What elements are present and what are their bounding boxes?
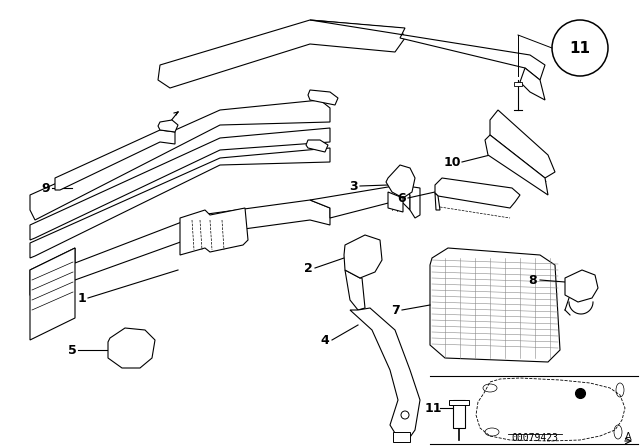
Polygon shape [310,185,410,218]
Polygon shape [435,193,440,210]
Polygon shape [30,248,75,340]
Polygon shape [520,68,545,100]
Text: 7: 7 [390,303,399,316]
Polygon shape [158,120,178,132]
Polygon shape [310,20,545,80]
Polygon shape [485,135,548,195]
Text: 00079423: 00079423 [511,433,559,443]
Polygon shape [388,192,403,212]
Polygon shape [400,185,420,218]
Text: 6: 6 [397,191,406,204]
Polygon shape [30,128,330,240]
Polygon shape [514,82,522,86]
Polygon shape [430,248,560,362]
Polygon shape [449,400,469,405]
Polygon shape [565,270,598,302]
Polygon shape [30,200,330,300]
Polygon shape [344,235,382,278]
Polygon shape [108,328,155,368]
Text: 2: 2 [303,262,312,275]
Polygon shape [308,90,338,105]
Polygon shape [435,178,520,208]
Text: 1: 1 [77,292,86,305]
Text: A: A [625,432,631,442]
Polygon shape [490,110,555,178]
Polygon shape [386,165,415,198]
Text: 10: 10 [444,155,461,168]
Text: 9: 9 [42,181,51,194]
Text: 4: 4 [321,333,330,346]
Polygon shape [30,100,330,220]
Polygon shape [55,130,175,190]
Polygon shape [345,270,365,310]
Text: 8: 8 [529,273,538,287]
Text: 3: 3 [349,180,357,193]
Polygon shape [158,20,405,88]
Polygon shape [393,432,410,442]
Bar [453,400,465,428]
Text: 11: 11 [570,40,591,56]
Text: 11: 11 [424,401,442,414]
Polygon shape [180,208,248,255]
Polygon shape [350,308,420,440]
Polygon shape [306,140,328,152]
Polygon shape [30,148,330,258]
Text: 5: 5 [68,344,76,357]
